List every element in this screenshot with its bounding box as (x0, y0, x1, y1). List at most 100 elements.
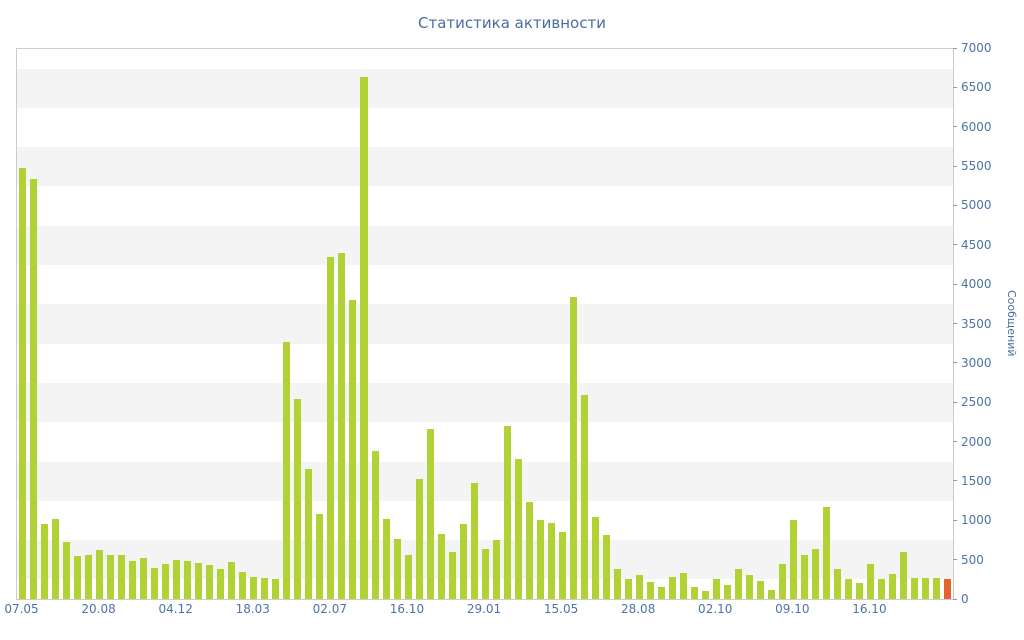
bar (613, 569, 621, 599)
bar (503, 426, 511, 599)
bar (228, 562, 236, 599)
bar (724, 584, 732, 599)
bar (779, 563, 787, 599)
bar (911, 577, 919, 599)
y-tick-mark (953, 441, 957, 443)
bar (316, 514, 324, 599)
x-tick-label: 09.10 (775, 602, 810, 616)
grid-band (17, 225, 953, 266)
y-tick-label: 4500 (961, 237, 992, 252)
bar-current (944, 579, 952, 599)
y-tick-label: 500 (961, 552, 984, 567)
bar (712, 578, 720, 599)
y-tick-mark (953, 126, 957, 128)
y-tick-mark (953, 244, 957, 246)
y-tick-mark (953, 480, 957, 482)
bar (162, 564, 170, 599)
y-tick-mark (953, 323, 957, 324)
bar (74, 556, 82, 599)
bar (371, 451, 379, 599)
bar (481, 548, 489, 599)
x-tick-label: 16.10 (852, 602, 887, 616)
bar (250, 577, 258, 599)
y-tick-mark (953, 86, 957, 88)
y-axis: 0 500 1000 1500 2000 2500 3000 3500 4000 4500 5000… (953, 41, 1003, 606)
x-tick-label: 04.12 (158, 602, 193, 616)
bar (415, 478, 423, 599)
y-axis-title: Сообщений (1005, 290, 1018, 357)
bar (349, 300, 357, 599)
x-tick-label: 07.05 (4, 602, 39, 616)
bar (294, 398, 302, 599)
y-tick-mark (953, 362, 957, 364)
bar (283, 342, 291, 599)
bar (834, 569, 842, 599)
y-tick-label: 1500 (961, 473, 992, 488)
y-tick-label: 7000 (961, 41, 992, 55)
y-tick-label: 6000 (961, 119, 992, 134)
bar (735, 569, 743, 599)
bar (448, 551, 456, 599)
y-tick-mark (953, 283, 957, 285)
x-tick-label: 16.10 (389, 602, 425, 616)
y-tick-label: 1000 (961, 513, 992, 528)
bar (173, 559, 181, 599)
bar (327, 257, 335, 599)
y-tick-label: 5500 (961, 159, 992, 174)
bar (470, 482, 478, 599)
bar (96, 550, 104, 599)
bar (525, 502, 533, 599)
bar (856, 583, 864, 599)
bars-container (17, 49, 953, 599)
bar (580, 394, 588, 599)
bar (261, 577, 269, 599)
bar (845, 579, 853, 599)
bar (922, 578, 930, 599)
x-axis: 07.05 20.08 04.12 18.03 02.07 16.10 29.01 15.05… (4, 602, 952, 622)
grid-band (17, 382, 953, 423)
x-tick-label: 29.01 (466, 602, 502, 616)
x-tick-label: 20.08 (81, 602, 116, 616)
x-tick-label: 15.05 (543, 602, 579, 616)
bar (547, 522, 555, 599)
bar (305, 469, 313, 599)
bar (459, 524, 467, 599)
bar (768, 589, 776, 599)
bar (690, 587, 698, 599)
y-tick-label: 2000 (961, 434, 992, 449)
bar (382, 518, 390, 599)
x-tick-label: 18.03 (235, 602, 270, 616)
bar (206, 564, 214, 599)
bar (900, 551, 908, 599)
grid-band (17, 304, 953, 344)
bar (602, 534, 610, 599)
bar (404, 555, 412, 599)
y-tick-label: 4000 (961, 277, 992, 292)
bar (217, 569, 225, 599)
bar (184, 560, 192, 599)
bar (701, 591, 709, 599)
y-tick-mark (953, 165, 957, 167)
bar (933, 577, 941, 599)
bar (569, 296, 577, 599)
bar (812, 548, 820, 599)
y-tick-label: 0 (961, 592, 969, 606)
bar (239, 571, 247, 599)
x-tick-label: 02.07 (312, 602, 348, 616)
y-tick-label: 2500 (961, 395, 992, 410)
bar (195, 563, 203, 599)
y-tick-mark (953, 519, 957, 521)
bar (426, 428, 434, 599)
bar (867, 564, 875, 599)
bar (151, 567, 159, 599)
bar (746, 575, 754, 599)
bar (823, 507, 831, 599)
bar (646, 581, 654, 599)
bar (107, 555, 115, 599)
plot-area (16, 48, 954, 600)
y-tick-label: 3500 (961, 316, 992, 331)
grid-band (17, 147, 953, 187)
x-tick-label: 28.08 (620, 602, 656, 616)
bar (393, 539, 401, 599)
